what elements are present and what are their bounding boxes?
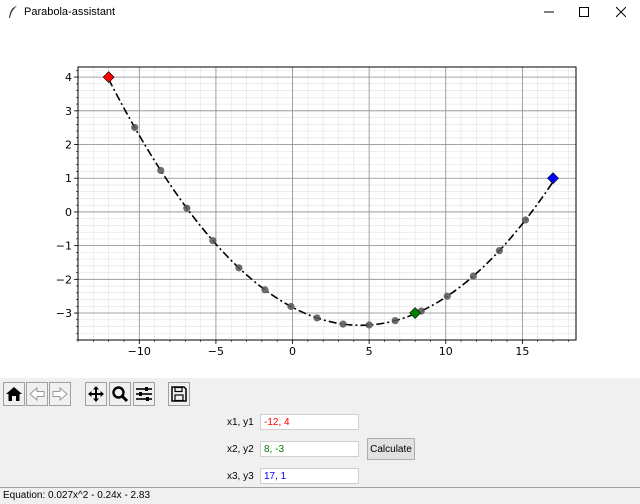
y-tick-label: −3 (56, 307, 72, 320)
home-icon (6, 387, 22, 401)
sample-point (521, 216, 530, 224)
forward-button[interactable] (49, 382, 71, 406)
minimize-icon (544, 11, 554, 13)
close-button[interactable] (603, 0, 639, 24)
point3-label: x3, y3 (227, 471, 254, 482)
x-tick-label: 10 (439, 345, 453, 358)
sample-point (443, 292, 451, 300)
sample-point (131, 123, 139, 132)
plot-canvas[interactable]: −10 −5 0 5 10 15 −3 −2 −1 0 1 2 3 4 (0, 24, 640, 378)
calculate-button[interactable]: Calculate (367, 438, 415, 460)
zoom-icon (112, 386, 129, 403)
point1-field[interactable]: -12, 4 (260, 414, 359, 430)
equation-text: Equation: 0.027x^2 - 0.24x - 2.83 (3, 490, 151, 501)
sample-point (157, 166, 165, 175)
key-point-marker (547, 172, 559, 185)
back-icon (29, 386, 45, 402)
zoom-button[interactable] (109, 382, 131, 406)
axes-frame (77, 66, 577, 341)
sample-point (339, 320, 347, 328)
x-tick-label: −5 (208, 345, 224, 358)
close-icon (616, 7, 626, 17)
back-button[interactable] (26, 382, 48, 406)
y-tick-label: 4 (65, 71, 72, 84)
pan-button[interactable] (85, 382, 107, 406)
point1-label: x1, y1 (227, 417, 254, 428)
sample-point (365, 321, 373, 329)
x-tick-label: −10 (128, 345, 151, 358)
maximize-button[interactable] (566, 0, 602, 24)
y-tick-label: 3 (65, 105, 72, 118)
sample-point (391, 317, 399, 325)
y-tick-label: −1 (56, 240, 72, 253)
sample-point (183, 204, 191, 212)
point3-value: 17, 1 (264, 471, 287, 482)
title-bar: Parabola-assistant (0, 0, 640, 24)
y-tick-label: 1 (65, 172, 72, 185)
x-tick-label: 0 (289, 345, 296, 358)
sample-point (287, 302, 295, 311)
home-button[interactable] (3, 382, 25, 406)
window-title: Parabola-assistant (24, 6, 116, 18)
save-button[interactable] (168, 382, 190, 406)
sample-point (235, 264, 243, 272)
save-icon (171, 386, 187, 402)
y-tick-label: 0 (65, 206, 72, 219)
point2-label: x2, y2 (227, 444, 254, 455)
minimize-button[interactable] (531, 0, 567, 24)
sample-point (209, 237, 217, 245)
sample-point (469, 272, 477, 280)
forward-icon (52, 386, 68, 402)
key-point-marker (102, 71, 115, 84)
y-tick-label: 2 (65, 139, 72, 152)
key-point-marker (409, 307, 422, 319)
navigation-toolbar (0, 378, 640, 412)
point1-value: -12, 4 (264, 417, 290, 428)
y-tick-label: −2 (56, 273, 72, 286)
point2-field[interactable]: 8, -3 (260, 441, 359, 457)
point2-value: 8, -3 (264, 444, 285, 455)
configure-subplots-button[interactable] (133, 382, 155, 406)
parabola-curve (107, 78, 554, 327)
sample-point (313, 314, 321, 322)
status-bar: Equation: 0.027x^2 - 0.24x - 2.83 (0, 487, 640, 504)
point3-field[interactable]: 17, 1 (260, 468, 359, 484)
x-tick-label: 5 (366, 345, 373, 358)
sample-point (261, 286, 269, 294)
x-tick-label: 15 (515, 345, 529, 358)
pan-icon (88, 386, 104, 402)
feather-icon (9, 6, 17, 18)
sample-point (495, 247, 503, 255)
maximize-icon (579, 7, 589, 17)
configure-subplots-icon (136, 387, 152, 401)
